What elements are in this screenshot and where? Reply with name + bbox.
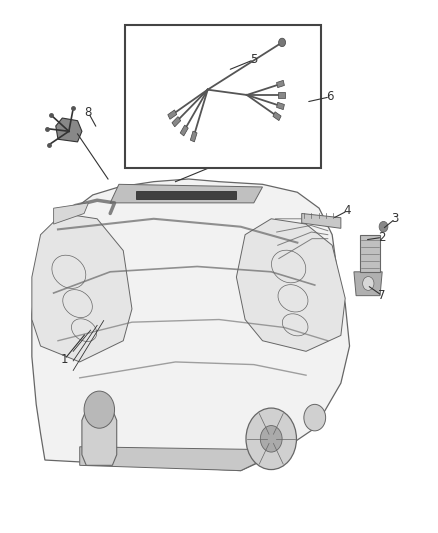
Polygon shape (302, 214, 341, 228)
Circle shape (379, 221, 388, 232)
Polygon shape (172, 117, 181, 127)
Text: 1: 1 (61, 353, 68, 366)
Polygon shape (278, 92, 285, 98)
Bar (125, 25, 321, 168)
Circle shape (246, 408, 297, 470)
Circle shape (363, 277, 374, 290)
Polygon shape (82, 410, 117, 465)
Polygon shape (180, 125, 188, 136)
Text: 2: 2 (378, 231, 386, 244)
Text: 6: 6 (326, 90, 334, 103)
Polygon shape (110, 184, 262, 203)
Polygon shape (237, 219, 345, 351)
Polygon shape (168, 110, 177, 119)
Polygon shape (32, 179, 350, 471)
Text: 5: 5 (250, 53, 258, 66)
Polygon shape (80, 447, 262, 471)
Polygon shape (354, 272, 382, 296)
Polygon shape (360, 235, 380, 272)
Polygon shape (136, 191, 237, 199)
Polygon shape (273, 112, 281, 120)
Polygon shape (56, 118, 82, 142)
Text: 8: 8 (85, 106, 92, 119)
Text: 4: 4 (344, 204, 351, 217)
Circle shape (279, 38, 286, 47)
Polygon shape (32, 214, 132, 362)
Polygon shape (53, 203, 88, 224)
Text: 7: 7 (378, 289, 386, 302)
Circle shape (304, 405, 325, 431)
Polygon shape (190, 131, 197, 142)
Circle shape (260, 425, 282, 452)
Polygon shape (276, 80, 284, 87)
Polygon shape (276, 102, 284, 110)
Text: 3: 3 (392, 212, 399, 225)
Circle shape (84, 391, 115, 428)
